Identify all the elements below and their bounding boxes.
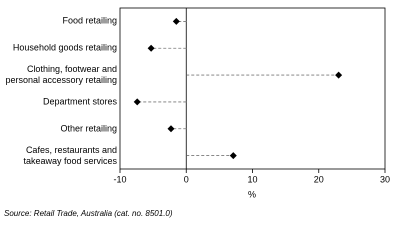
dot bbox=[147, 44, 155, 52]
dot bbox=[172, 17, 180, 25]
dot bbox=[133, 98, 141, 106]
x-tick-label: 10 bbox=[247, 174, 257, 184]
chart: % Source: Retail Trade, Australia (cat. … bbox=[4, 7, 390, 218]
x-tick-label: 20 bbox=[314, 174, 324, 184]
category-label: Household goods retailing bbox=[12, 42, 117, 53]
category-label: Clothing, footwear and personal accessor… bbox=[5, 64, 117, 86]
category-label: Food retailing bbox=[62, 15, 117, 26]
x-tick-label: 30 bbox=[380, 174, 390, 184]
dot bbox=[335, 71, 343, 79]
category-label: Other retailing bbox=[60, 123, 117, 134]
plot-frame bbox=[119, 7, 386, 170]
x-tick-label: -10 bbox=[113, 174, 126, 184]
source-note: Source: Retail Trade, Australia (cat. no… bbox=[4, 209, 173, 218]
dot bbox=[229, 152, 237, 160]
x-tick-label: 0 bbox=[184, 174, 189, 184]
category-label: Cafes, restaurants and takeaway food ser… bbox=[23, 144, 117, 166]
chart-svg: % Source: Retail Trade, Australia (cat. … bbox=[4, 7, 390, 218]
dot bbox=[167, 125, 175, 133]
x-axis-label: % bbox=[248, 189, 256, 199]
category-label: Department stores bbox=[42, 96, 117, 107]
